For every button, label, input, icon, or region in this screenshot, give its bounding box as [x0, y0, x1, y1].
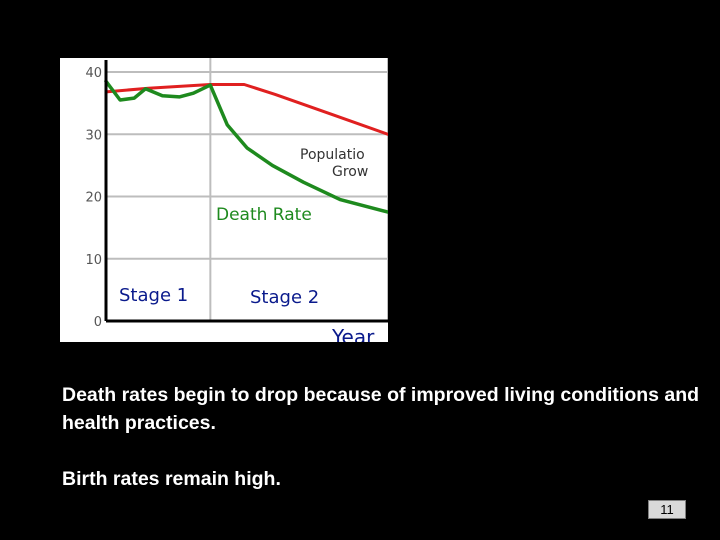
stage-label-2: Stage 2 — [250, 287, 319, 308]
x-axis-label: Year — [331, 325, 375, 342]
y-tick-label-30: 30 — [85, 128, 102, 143]
population-chart: 40 30 20 10 0 Stage 1 Stage 2 Populatio Grow Deat… — [60, 45, 388, 342]
annotation-death-rate: Death Rate — [216, 205, 312, 225]
annotation-population-growth-line2: Grow — [332, 164, 368, 180]
slide-number-badge: 11 — [648, 500, 686, 519]
y-tick-label-20: 20 — [85, 191, 102, 206]
stage-label-1: Stage 1 — [119, 285, 188, 306]
y-tick-label-0: 0 — [94, 315, 102, 330]
caption-death-rates: Death rates begin to drop because of imp… — [62, 384, 700, 434]
annotation-population-growth-line1: Populatio — [300, 147, 365, 163]
y-tick-label-10: 10 — [85, 253, 102, 268]
y-tick-label-40: 40 — [85, 66, 102, 81]
slide-caption: Death rates begin to drop because of imp… — [62, 381, 712, 493]
caption-birth-rates: Birth rates remain high. — [62, 468, 281, 490]
series-line-1 — [104, 79, 388, 214]
chart-background — [60, 58, 388, 342]
